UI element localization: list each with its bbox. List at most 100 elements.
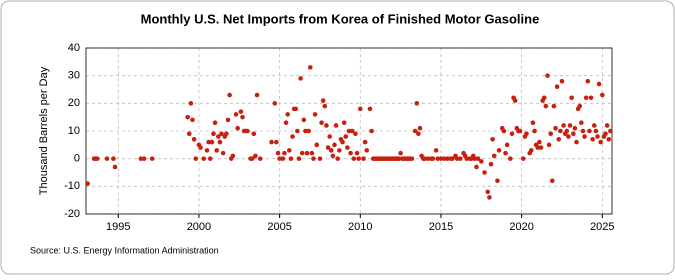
point bbox=[245, 128, 250, 134]
x-tick-label: 2020 bbox=[509, 221, 533, 233]
point bbox=[340, 139, 345, 145]
y-axis-label: Thousand Barrels per Day bbox=[38, 66, 50, 195]
point bbox=[458, 156, 463, 161]
point bbox=[606, 137, 612, 142]
point bbox=[112, 164, 118, 170]
point bbox=[398, 150, 403, 156]
point bbox=[438, 156, 444, 161]
point bbox=[538, 145, 544, 150]
point bbox=[225, 117, 231, 123]
point bbox=[327, 134, 332, 139]
point bbox=[324, 123, 329, 128]
point bbox=[520, 156, 526, 161]
point bbox=[441, 156, 447, 161]
point bbox=[198, 145, 203, 150]
point bbox=[191, 137, 197, 142]
point bbox=[430, 156, 436, 161]
point bbox=[94, 156, 100, 161]
point bbox=[190, 117, 195, 123]
point bbox=[293, 106, 299, 112]
point bbox=[574, 139, 579, 145]
point bbox=[464, 156, 470, 161]
point bbox=[487, 195, 492, 200]
point bbox=[596, 81, 602, 87]
point bbox=[364, 148, 370, 153]
point bbox=[254, 92, 260, 98]
point bbox=[269, 139, 274, 145]
point bbox=[277, 156, 282, 161]
point bbox=[490, 137, 495, 142]
point bbox=[335, 156, 341, 161]
point bbox=[433, 148, 439, 153]
point bbox=[282, 150, 287, 156]
point bbox=[501, 128, 507, 134]
point bbox=[504, 142, 510, 148]
point bbox=[409, 156, 415, 161]
point bbox=[566, 134, 571, 139]
point bbox=[227, 92, 232, 98]
point bbox=[287, 148, 292, 153]
point bbox=[357, 106, 363, 112]
point bbox=[588, 95, 594, 101]
point bbox=[474, 164, 479, 170]
point bbox=[214, 148, 219, 153]
point bbox=[512, 98, 518, 103]
point bbox=[141, 156, 147, 161]
point bbox=[230, 153, 236, 159]
point bbox=[445, 156, 450, 161]
point bbox=[554, 84, 560, 90]
point bbox=[590, 137, 595, 142]
point bbox=[285, 112, 290, 117]
point bbox=[216, 134, 221, 139]
point bbox=[204, 148, 210, 153]
y-tick-label: -10 bbox=[64, 180, 80, 192]
point bbox=[188, 101, 194, 106]
point bbox=[509, 131, 515, 137]
point bbox=[593, 128, 599, 134]
point bbox=[275, 150, 281, 156]
point bbox=[580, 128, 586, 134]
source: Source: U.S. Energy Information Administ… bbox=[30, 245, 219, 255]
point bbox=[206, 139, 211, 145]
point bbox=[233, 112, 239, 117]
point bbox=[508, 156, 513, 161]
point bbox=[367, 106, 373, 112]
point bbox=[543, 103, 549, 109]
y-tick-label: 40 bbox=[68, 42, 80, 54]
point bbox=[353, 131, 358, 137]
point bbox=[553, 125, 558, 131]
point bbox=[333, 123, 339, 128]
point bbox=[319, 120, 324, 125]
point bbox=[149, 156, 155, 161]
point bbox=[472, 156, 478, 161]
point bbox=[491, 153, 497, 159]
point bbox=[556, 137, 562, 142]
point bbox=[517, 128, 523, 134]
point bbox=[185, 114, 190, 120]
point bbox=[485, 189, 491, 195]
chart-title: Monthly U.S. Net Imports from Korea of F… bbox=[141, 11, 540, 26]
point bbox=[346, 128, 352, 134]
point bbox=[479, 159, 484, 164]
point bbox=[454, 156, 460, 161]
point bbox=[351, 156, 357, 161]
point bbox=[249, 156, 255, 161]
point bbox=[322, 103, 328, 109]
x-tick-label: 2015 bbox=[429, 221, 453, 233]
point bbox=[546, 142, 552, 148]
point bbox=[449, 156, 455, 161]
point bbox=[235, 125, 240, 131]
point bbox=[85, 181, 90, 186]
point bbox=[545, 73, 550, 78]
point bbox=[414, 101, 420, 106]
point bbox=[495, 178, 500, 184]
point bbox=[207, 156, 213, 161]
point bbox=[416, 131, 421, 137]
point bbox=[298, 76, 303, 81]
point bbox=[304, 150, 310, 156]
point bbox=[361, 156, 366, 161]
point bbox=[317, 156, 323, 161]
point bbox=[585, 78, 591, 84]
